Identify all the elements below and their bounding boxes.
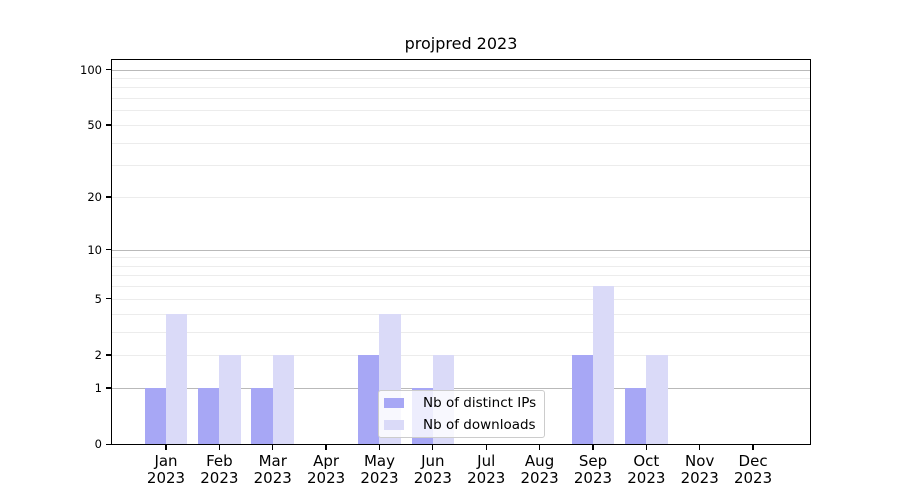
bar-distinct-ips xyxy=(358,355,380,445)
bar-downloads xyxy=(592,286,615,445)
x-tick-label: Jan 2023 xyxy=(146,452,186,487)
minor-gridline xyxy=(111,275,811,277)
y-tick-label: 100 xyxy=(80,62,102,77)
x-tick-label: Sep 2023 xyxy=(573,452,613,487)
y-tick-label: 20 xyxy=(87,190,102,205)
bar-distinct-ips xyxy=(144,388,166,445)
y-tick xyxy=(105,68,111,71)
y-tick-label: 5 xyxy=(94,291,102,306)
minor-gridline xyxy=(111,142,811,144)
x-tick xyxy=(325,445,327,450)
chart-title: projpred 2023 xyxy=(404,34,518,53)
y-tick xyxy=(105,298,111,300)
minor-gridline xyxy=(111,165,811,167)
minor-gridline xyxy=(111,87,811,89)
bar-downloads xyxy=(646,355,668,445)
y-tick xyxy=(105,387,111,389)
x-tick-label: Apr 2023 xyxy=(307,452,346,487)
x-tick xyxy=(485,445,487,450)
y-tick-label: 10 xyxy=(87,242,102,257)
y-tick xyxy=(105,248,111,251)
legend-item-downloads: Nb of downloads xyxy=(384,417,536,434)
y-tick xyxy=(105,196,111,198)
bar-distinct-ips xyxy=(251,388,273,445)
minor-gridline xyxy=(111,313,811,315)
major-gridline xyxy=(111,69,811,71)
x-tick-label: Feb 2023 xyxy=(200,452,239,487)
bar-distinct-ips xyxy=(198,388,220,445)
legend: Nb of distinct IPs Nb of downloads xyxy=(378,390,545,438)
minor-gridline xyxy=(111,265,811,267)
x-tick xyxy=(378,445,381,450)
x-tick-label: Nov 2023 xyxy=(680,452,719,487)
x-tick xyxy=(699,445,701,450)
legend-label-distinct-ips: Nb of distinct IPs xyxy=(423,395,537,412)
x-tick xyxy=(592,445,594,450)
minor-gridline xyxy=(111,355,811,357)
legend-swatch-downloads xyxy=(384,419,404,430)
x-tick-label: Mar 2023 xyxy=(253,452,292,487)
minor-gridline xyxy=(111,331,811,333)
minor-gridline xyxy=(111,257,811,259)
legend-item-distinct-ips: Nb of distinct IPs xyxy=(384,395,536,412)
y-tick-label: 2 xyxy=(94,348,102,363)
x-tick xyxy=(538,445,541,450)
minor-gridline xyxy=(111,298,811,300)
legend-label-downloads: Nb of downloads xyxy=(423,416,536,433)
y-tick xyxy=(105,354,111,356)
x-tick xyxy=(272,445,274,450)
x-tick-label: Jun 2023 xyxy=(413,452,452,487)
x-tick-label: Jul 2023 xyxy=(467,452,506,487)
major-gridline xyxy=(111,249,811,251)
x-tick xyxy=(752,445,754,450)
y-tick-label: 50 xyxy=(87,118,102,133)
bar-downloads xyxy=(166,313,188,445)
y-tick xyxy=(105,443,111,445)
minor-gridline xyxy=(111,98,811,100)
minor-gridline xyxy=(111,110,811,112)
x-tick xyxy=(432,445,434,450)
minor-gridline xyxy=(111,286,811,288)
bar-distinct-ips xyxy=(571,355,593,445)
y-tick-label: 1 xyxy=(94,381,102,396)
x-tick-label: May 2023 xyxy=(360,452,399,487)
plot-area xyxy=(111,59,811,445)
bar-downloads xyxy=(219,355,241,445)
bar-downloads xyxy=(272,355,295,445)
minor-gridline xyxy=(111,78,811,80)
minor-gridline xyxy=(111,197,811,199)
x-tick xyxy=(218,445,221,450)
minor-gridline xyxy=(111,125,811,127)
x-tick xyxy=(645,445,647,450)
x-tick-label: Aug 2023 xyxy=(520,452,559,487)
y-tick-label: 0 xyxy=(94,437,102,452)
bar-distinct-ips xyxy=(624,388,647,445)
legend-swatch-distinct-ips xyxy=(384,398,404,409)
y-tick xyxy=(105,124,111,126)
x-tick-label: Oct 2023 xyxy=(627,452,666,487)
major-gridline xyxy=(111,388,811,390)
x-tick xyxy=(165,445,167,450)
x-tick-label: Dec 2023 xyxy=(733,452,773,487)
